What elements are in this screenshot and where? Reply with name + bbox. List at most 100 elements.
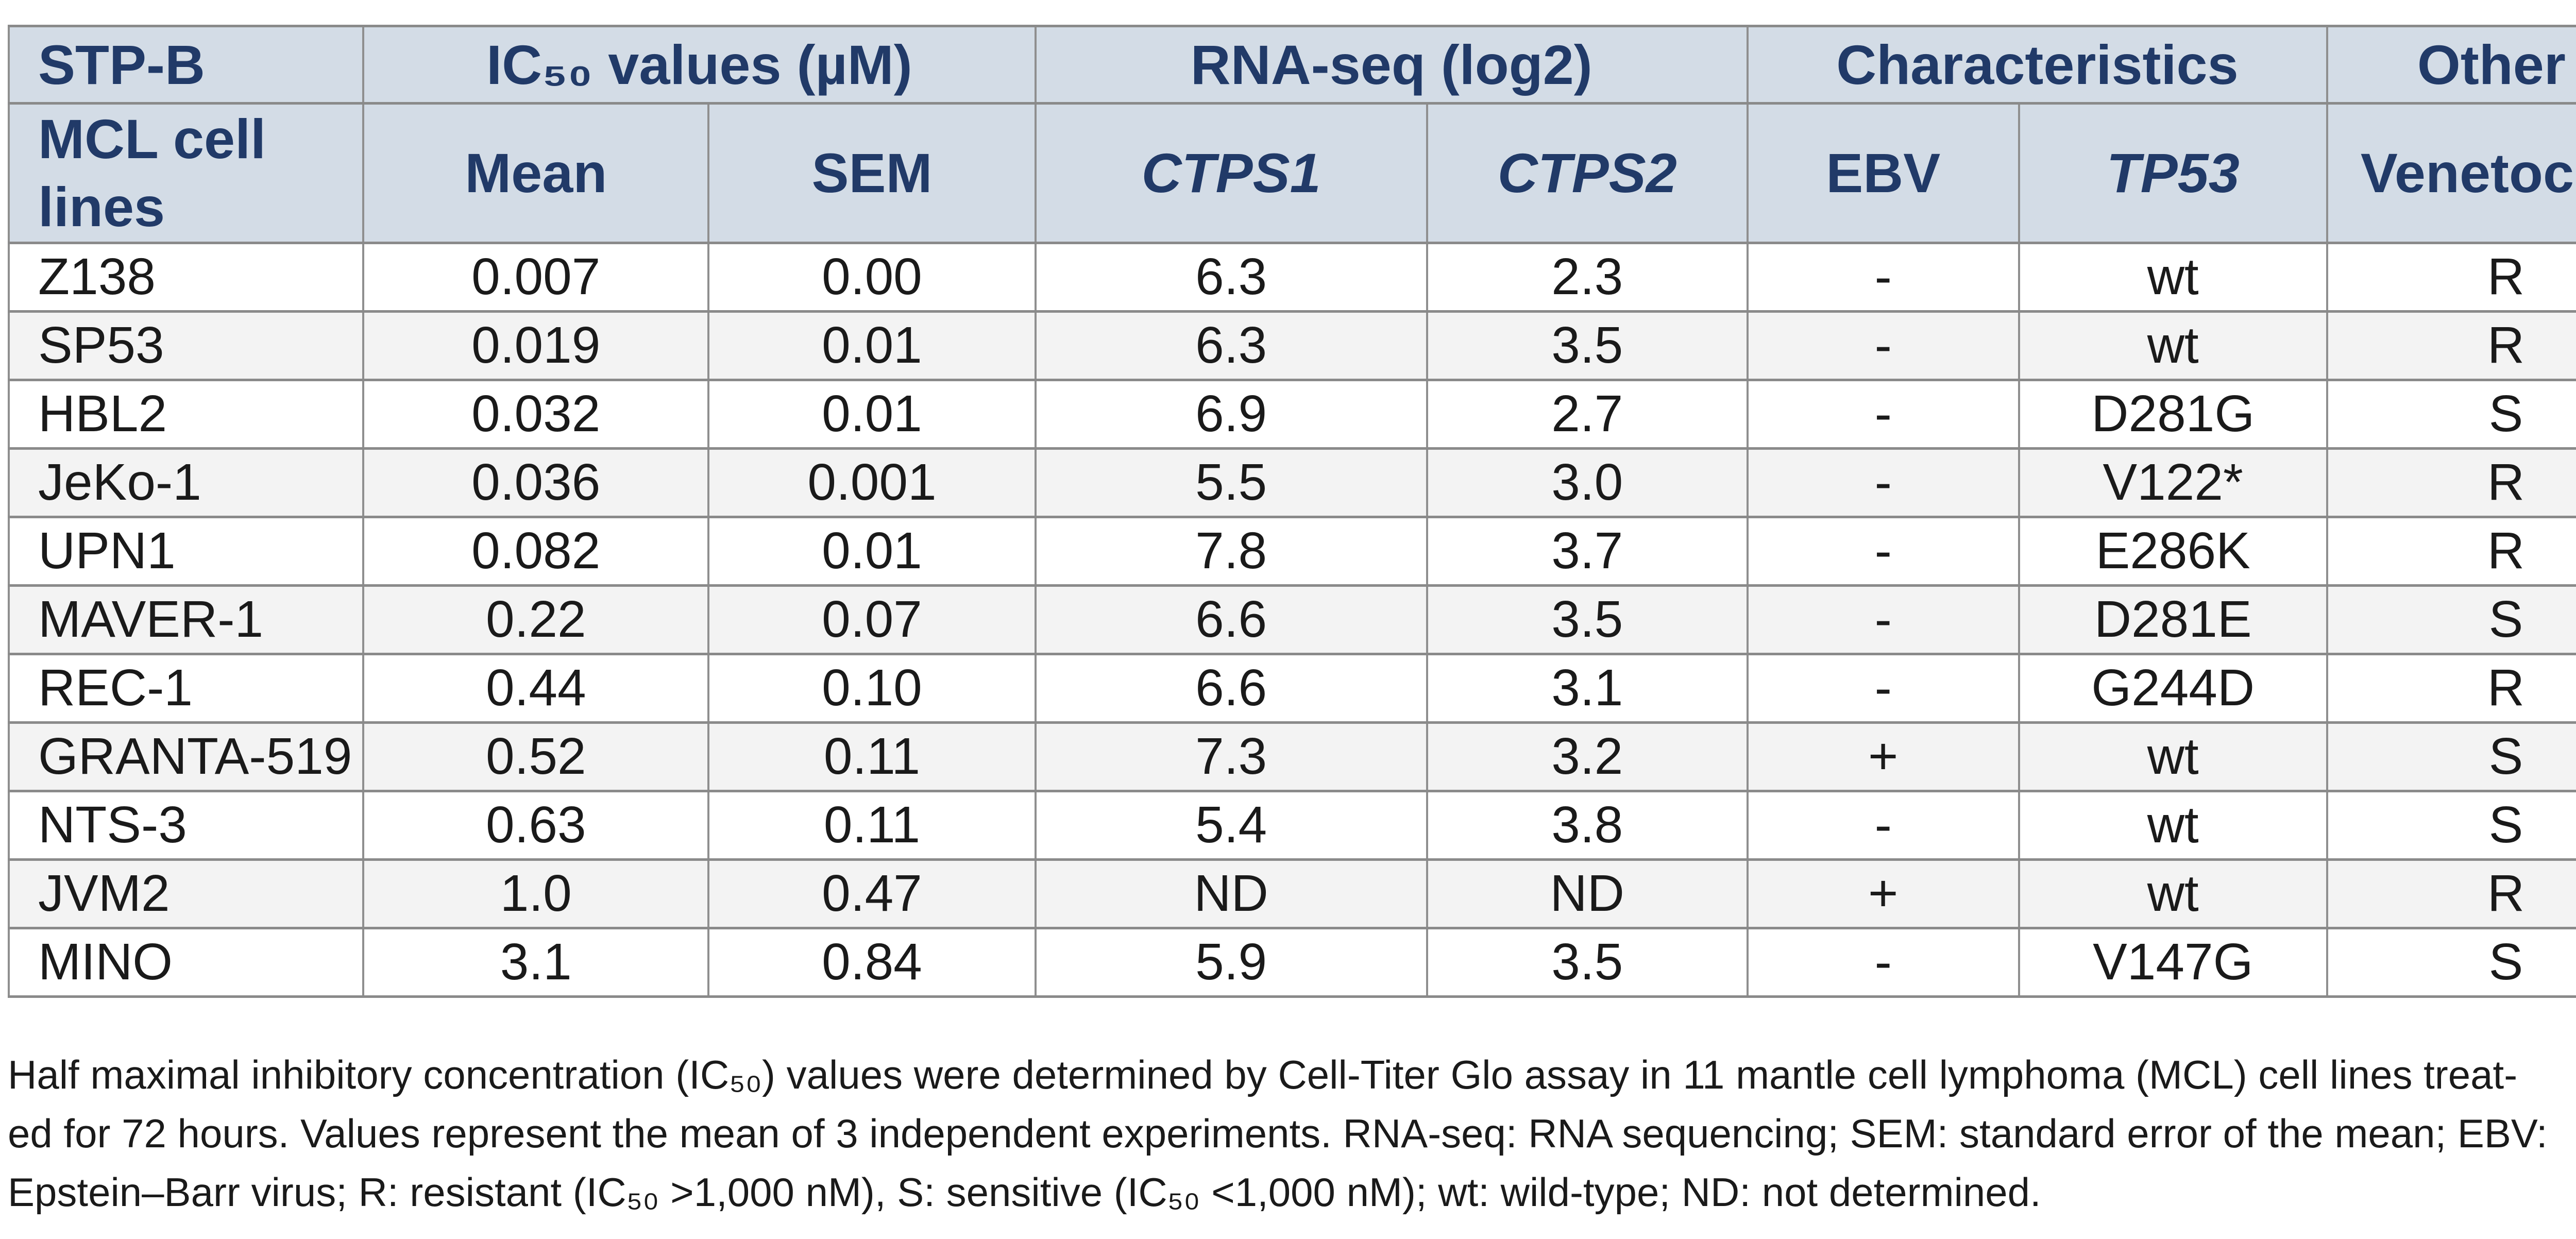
cell-ctps1: 5.5 <box>1034 447 1428 518</box>
cell-sem: 0.01 <box>707 310 1037 381</box>
cell-ctps1: 6.3 <box>1034 310 1428 381</box>
table-row-sp53: SP53 0.019 0.01 6.3 3.5 - wt R S <box>7 310 2576 381</box>
cell-tp53: V147G <box>2018 926 2328 998</box>
caption-line: ed for 72 hours. Values represent the me… <box>8 1110 2548 1156</box>
cell-tp53: G244D <box>2018 652 2328 724</box>
cell-mean: 0.019 <box>362 310 710 381</box>
cell-ctps1: 6.3 <box>1034 241 1428 313</box>
table-header: STP-B IC₅₀ values (µM) RNA-seq (log2) Ch… <box>7 25 2576 244</box>
table-row-mino: MINO 3.1 0.84 5.9 3.5 - V147G S S <box>7 926 2576 998</box>
cell-mean: 0.032 <box>362 378 710 450</box>
cell-sem: 0.10 <box>707 652 1037 724</box>
header-cell-ctps1: CTPS1 <box>1034 102 1428 244</box>
cell-mean: 0.52 <box>362 721 710 792</box>
header-group-ic50-values: IC₅₀ values (µM) <box>362 25 1037 105</box>
cell-ebv: - <box>1746 447 2020 518</box>
header-group-other-drug-responses: Other drug responses <box>2326 25 2576 105</box>
cell-ctps1: 5.9 <box>1034 926 1428 998</box>
cell-ctps2: 3.5 <box>1426 310 1749 381</box>
cell-ebv: + <box>1746 858 2020 929</box>
header-cell-mcl-cell-lines: MCL cell lines <box>7 102 365 244</box>
cell-mean: 0.44 <box>362 652 710 724</box>
cell-tp53: wt <box>2018 721 2328 792</box>
cell-sem: 0.01 <box>707 378 1037 450</box>
cell-ctps1: 5.4 <box>1034 789 1428 861</box>
mcl-cell-lines-table: STP-B IC₅₀ values (µM) RNA-seq (log2) Ch… <box>7 25 2576 998</box>
cell-ctps1: 6.6 <box>1034 584 1428 655</box>
cell-ctps2: 2.3 <box>1426 241 1749 313</box>
cell-venetoclax: R <box>2326 447 2576 518</box>
cell-mean: 0.22 <box>362 584 710 655</box>
cell-venetoclax: S <box>2326 584 2576 655</box>
cell-line-name: MINO <box>7 926 365 998</box>
header-group-characteristics: Characteristics <box>1746 25 2328 105</box>
caption-line: Epstein–Barr virus; R: resistant (IC₅₀ >… <box>8 1169 2041 1215</box>
cell-mean: 0.036 <box>362 447 710 518</box>
cell-venetoclax: R <box>2326 515 2576 587</box>
cell-sem: 0.11 <box>707 721 1037 792</box>
header-cell-sem: SEM <box>707 102 1037 244</box>
cell-ctps2: 2.7 <box>1426 378 1749 450</box>
header-cell-mean: Mean <box>362 102 710 244</box>
cell-venetoclax: R <box>2326 310 2576 381</box>
cell-ctps2: 3.0 <box>1426 447 1749 518</box>
cell-line-name: HBL2 <box>7 378 365 450</box>
header-cell-tp53: TP53 <box>2018 102 2328 244</box>
cell-sem: 0.01 <box>707 515 1037 587</box>
cell-venetoclax: R <box>2326 858 2576 929</box>
cell-ebv: - <box>1746 378 2020 450</box>
cell-ctps2: 3.2 <box>1426 721 1749 792</box>
cell-ctps1: 7.8 <box>1034 515 1428 587</box>
cell-ctps1: 7.3 <box>1034 721 1428 792</box>
header-group-row: STP-B IC₅₀ values (µM) RNA-seq (log2) Ch… <box>7 25 2576 105</box>
table-row-nts-3: NTS-3 0.63 0.11 5.4 3.8 - wt S S <box>7 789 2576 861</box>
cell-line-name: JeKo-1 <box>7 447 365 518</box>
cell-venetoclax: S <box>2326 378 2576 450</box>
cell-mean: 0.007 <box>362 241 710 313</box>
cell-mean: 1.0 <box>362 858 710 929</box>
cell-ebv: - <box>1746 926 2020 998</box>
cell-venetoclax: S <box>2326 926 2576 998</box>
cell-tp53: D281G <box>2018 378 2328 450</box>
cell-venetoclax: S <box>2326 721 2576 792</box>
cell-sem: 0.47 <box>707 858 1037 929</box>
cell-ebv: - <box>1746 310 2020 381</box>
cell-ebv: - <box>1746 584 2020 655</box>
header-group-rna-seq: RNA-seq (log2) <box>1034 25 1749 105</box>
cell-ebv: + <box>1746 721 2020 792</box>
cell-ebv: - <box>1746 515 2020 587</box>
cell-ebv: - <box>1746 241 2020 313</box>
table-row-jeko-1: JeKo-1 0.036 0.001 5.5 3.0 - V122* R S <box>7 447 2576 518</box>
cell-tp53: V122* <box>2018 447 2328 518</box>
cell-ctps1: 6.6 <box>1034 652 1428 724</box>
cell-mean: 0.082 <box>362 515 710 587</box>
cell-ebv: - <box>1746 652 2020 724</box>
cell-tp53: wt <box>2018 858 2328 929</box>
cell-line-name: UPN1 <box>7 515 365 587</box>
cell-venetoclax: R <box>2326 652 2576 724</box>
cell-ctps2: 3.5 <box>1426 926 1749 998</box>
cell-ctps2: 3.5 <box>1426 584 1749 655</box>
cell-ctps1: ND <box>1034 858 1428 929</box>
header-cell-ctps2: CTPS2 <box>1426 102 1749 244</box>
cell-tp53: E286K <box>2018 515 2328 587</box>
table-row-upn1: UPN1 0.082 0.01 7.8 3.7 - E286K R S <box>7 515 2576 587</box>
header-cell-ebv: EBV <box>1746 102 2020 244</box>
table-row-rec-1: REC-1 0.44 0.10 6.6 3.1 - G244D R S <box>7 652 2576 724</box>
cell-line-name: GRANTA-519 <box>7 721 365 792</box>
cell-venetoclax: S <box>2326 789 2576 861</box>
caption-line: Half maximal inhibitory concentration (I… <box>8 1051 2518 1097</box>
cell-ctps1: 6.9 <box>1034 378 1428 450</box>
cell-ebv: - <box>1746 789 2020 861</box>
table-row-hbl2: HBL2 0.032 0.01 6.9 2.7 - D281G S R <box>7 378 2576 450</box>
cell-ctps2: 3.8 <box>1426 789 1749 861</box>
cell-sem: 0.07 <box>707 584 1037 655</box>
table-row-maver-1: MAVER-1 0.22 0.07 6.6 3.5 - D281E S R <box>7 584 2576 655</box>
cell-line-name: JVM2 <box>7 858 365 929</box>
cell-ctps2: ND <box>1426 858 1749 929</box>
cell-ctps2: 3.1 <box>1426 652 1749 724</box>
header-cell-stp-b: STP-B <box>7 25 365 105</box>
cell-tp53: wt <box>2018 789 2328 861</box>
cell-line-name: REC-1 <box>7 652 365 724</box>
